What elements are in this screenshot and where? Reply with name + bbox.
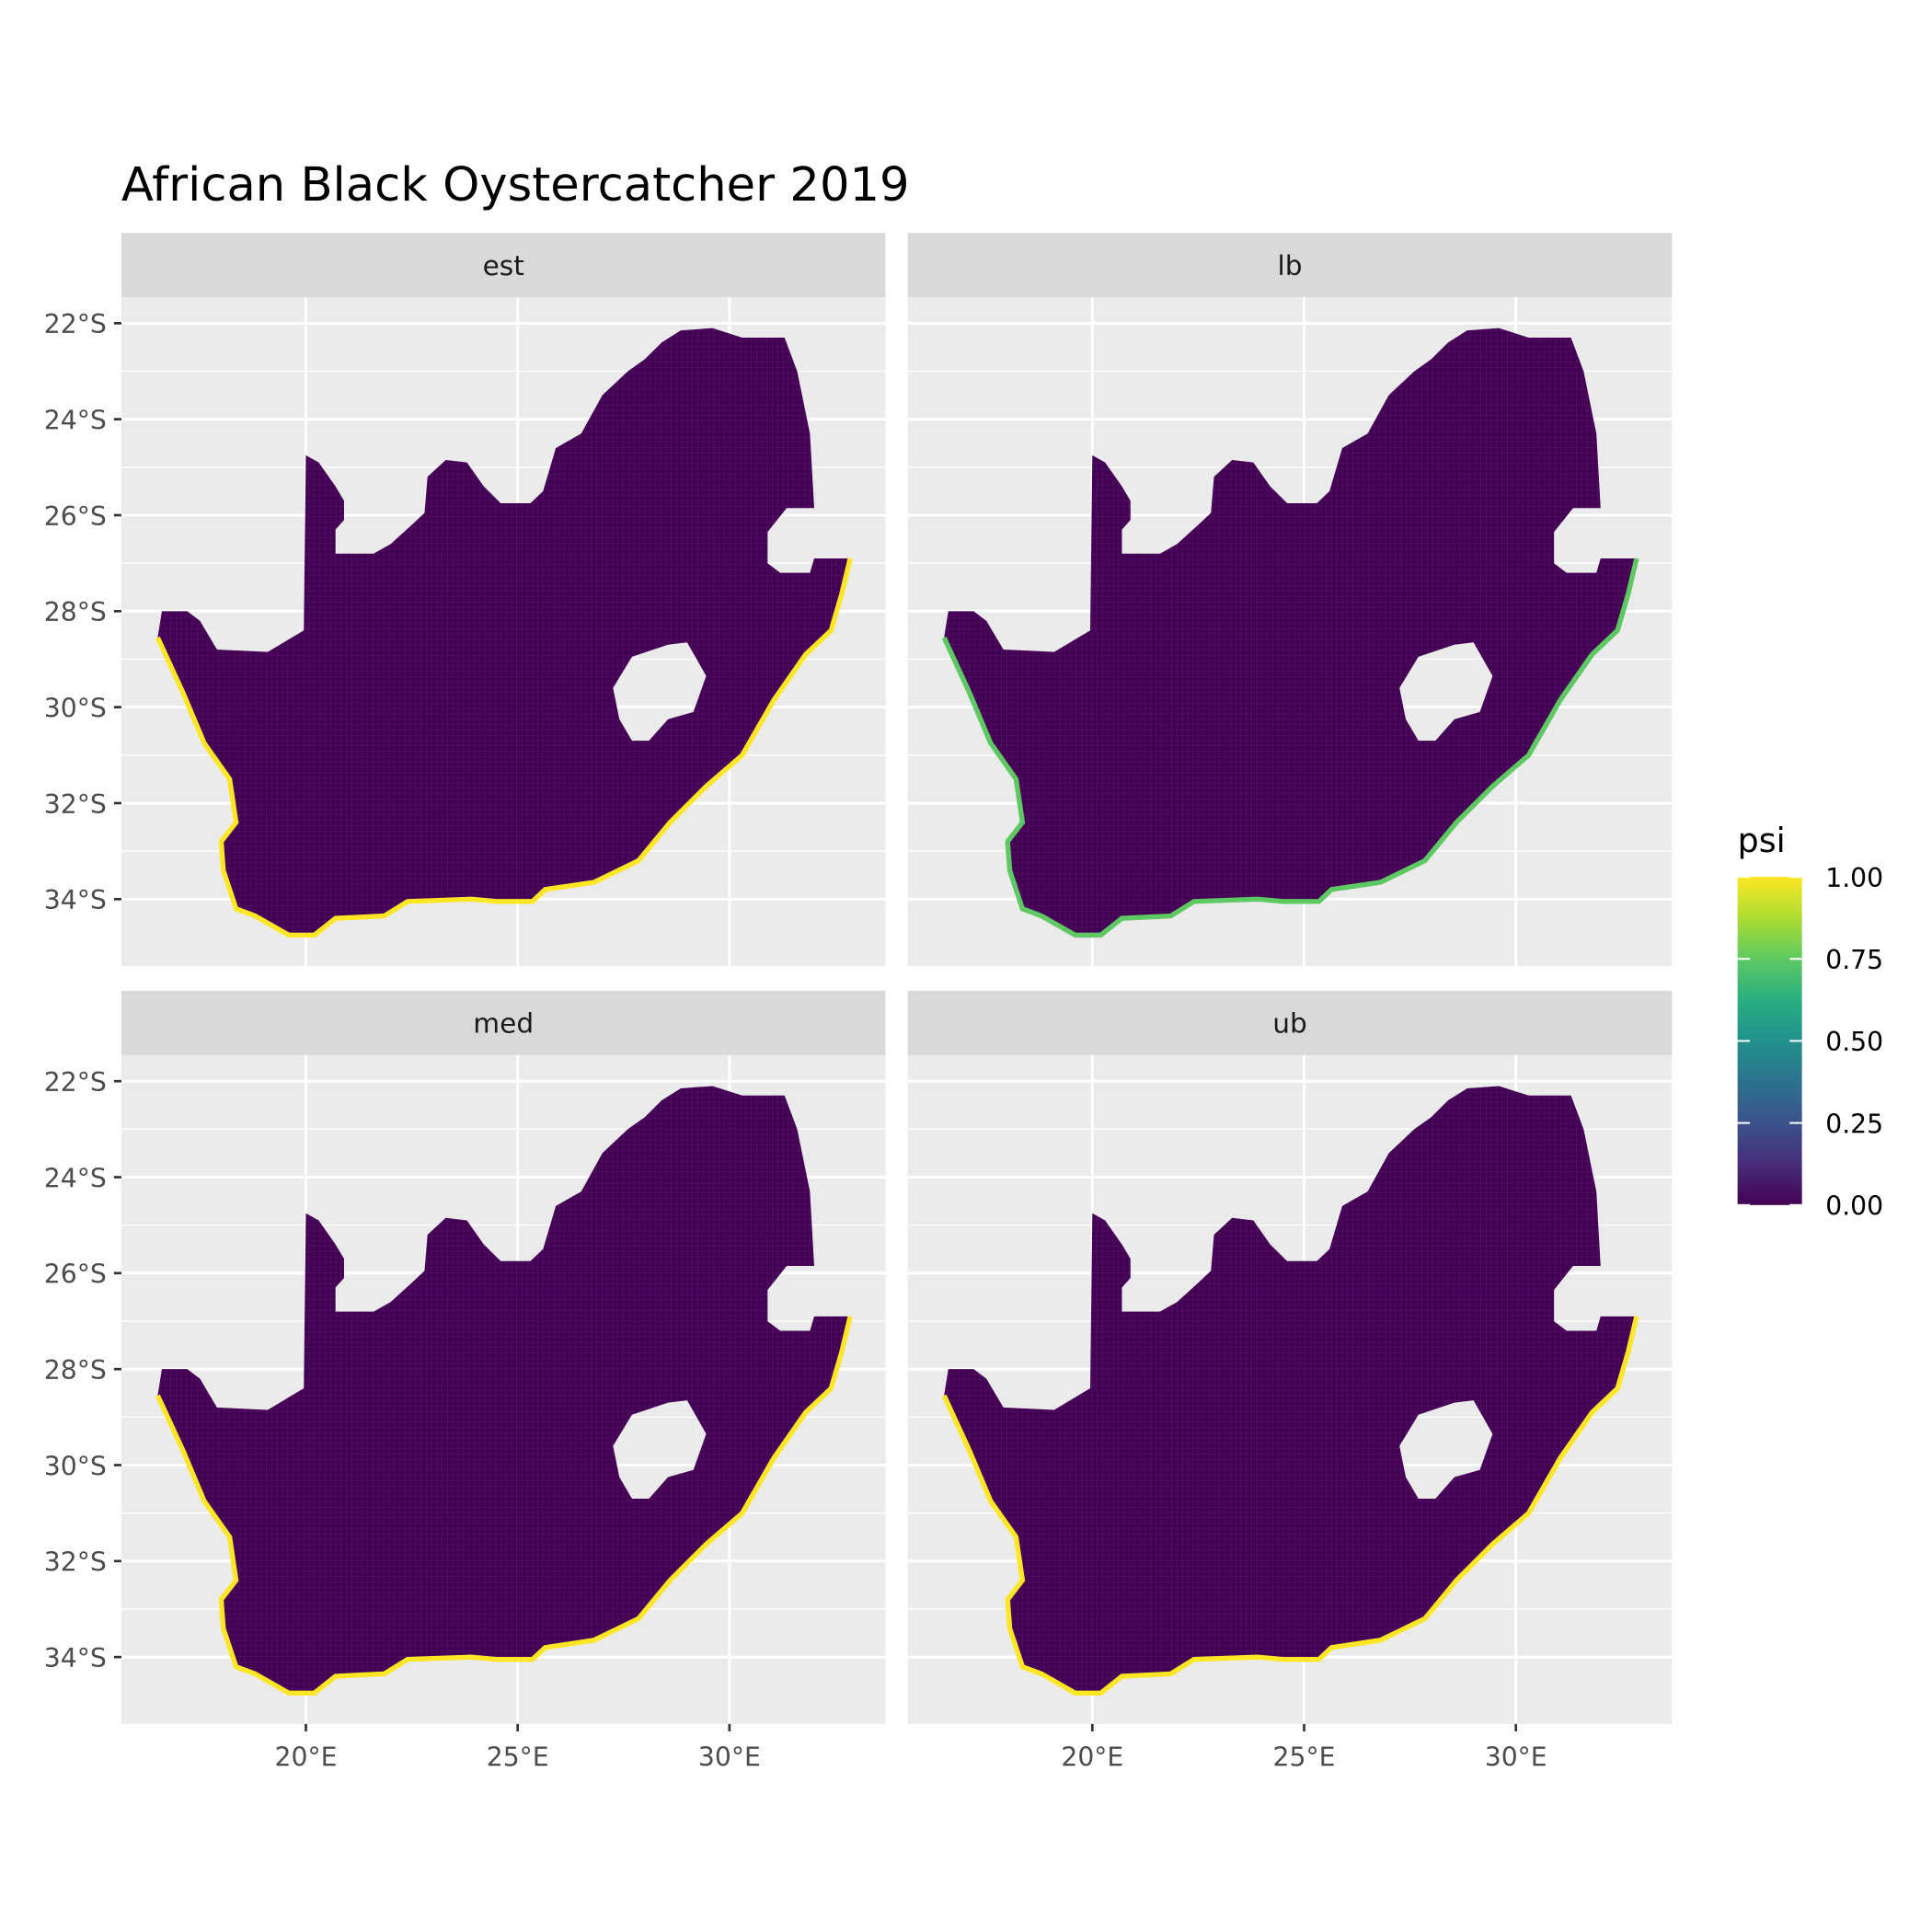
coastal-cells	[941, 558, 1639, 938]
psi-raster-lb	[944, 328, 1637, 936]
x-tick-label: 30°E	[1485, 1742, 1547, 1773]
psi-raster-ub	[944, 1086, 1637, 1694]
x-tick-label: 20°E	[275, 1742, 338, 1773]
legend-label: 0.50	[1825, 1027, 1883, 1057]
y-tick-label: 26°S	[44, 501, 107, 532]
x-tick-label: 25°E	[487, 1742, 549, 1773]
legend-title: psi	[1738, 821, 1786, 860]
y-tick-label: 22°S	[44, 1067, 107, 1098]
y-tick-label: 34°S	[44, 885, 107, 915]
y-tick-label: 28°S	[44, 1355, 107, 1386]
facet-strip	[121, 233, 886, 298]
psi-raster-est	[157, 328, 851, 936]
legend-label: 0.75	[1825, 945, 1883, 975]
chart-title: African Black Oystercatcher 2019	[121, 158, 910, 213]
psi-raster-med	[157, 1086, 851, 1694]
facet-panel-lb: lb	[907, 233, 1673, 967]
facet-label: lb	[1278, 250, 1303, 282]
y-tick-label: 22°S	[44, 309, 107, 339]
facet-strip	[907, 233, 1673, 298]
legend: psi 1.00 0.75 0.50 0.25 0.00	[1737, 821, 1883, 1222]
facet-panel-est: est 22°S 24°S 26°S 28°S 30°S 32°S 34°S	[44, 233, 886, 967]
facet-strip	[907, 990, 1673, 1055]
y-tick-label: 26°S	[44, 1259, 107, 1290]
y-tick-label: 34°S	[44, 1643, 107, 1673]
facet-label: est	[483, 250, 524, 282]
legend-label: 0.25	[1825, 1109, 1883, 1139]
coastal-cells	[155, 558, 853, 938]
coastal-cells	[155, 1316, 853, 1696]
y-tick-label: 32°S	[44, 1547, 107, 1578]
legend-label: 1.00	[1825, 863, 1883, 893]
legend-label: 0.00	[1825, 1191, 1883, 1222]
facet-label: ub	[1272, 1008, 1307, 1040]
x-tick-label: 30°E	[698, 1742, 761, 1773]
y-tick-label: 32°S	[44, 789, 107, 820]
y-tick-label: 28°S	[44, 597, 107, 627]
facet-strip	[121, 990, 886, 1055]
coastal-cells	[941, 1316, 1639, 1696]
y-tick-label: 24°S	[44, 1163, 107, 1193]
facet-label: med	[473, 1008, 534, 1040]
x-tick-label: 25°E	[1273, 1742, 1336, 1773]
facet-panel-ub: ub 20°E 25°E 30°E	[907, 990, 1673, 1773]
facet-panel-med: med 22°S 24°S 26°S 28°S 30°S 32°S 34°S 20°E 25°E 3…	[44, 990, 886, 1773]
y-tick-label: 24°S	[44, 405, 107, 435]
y-tick-label: 30°S	[44, 693, 107, 723]
y-tick-label: 30°S	[44, 1451, 107, 1481]
x-tick-label: 20°E	[1061, 1742, 1123, 1773]
